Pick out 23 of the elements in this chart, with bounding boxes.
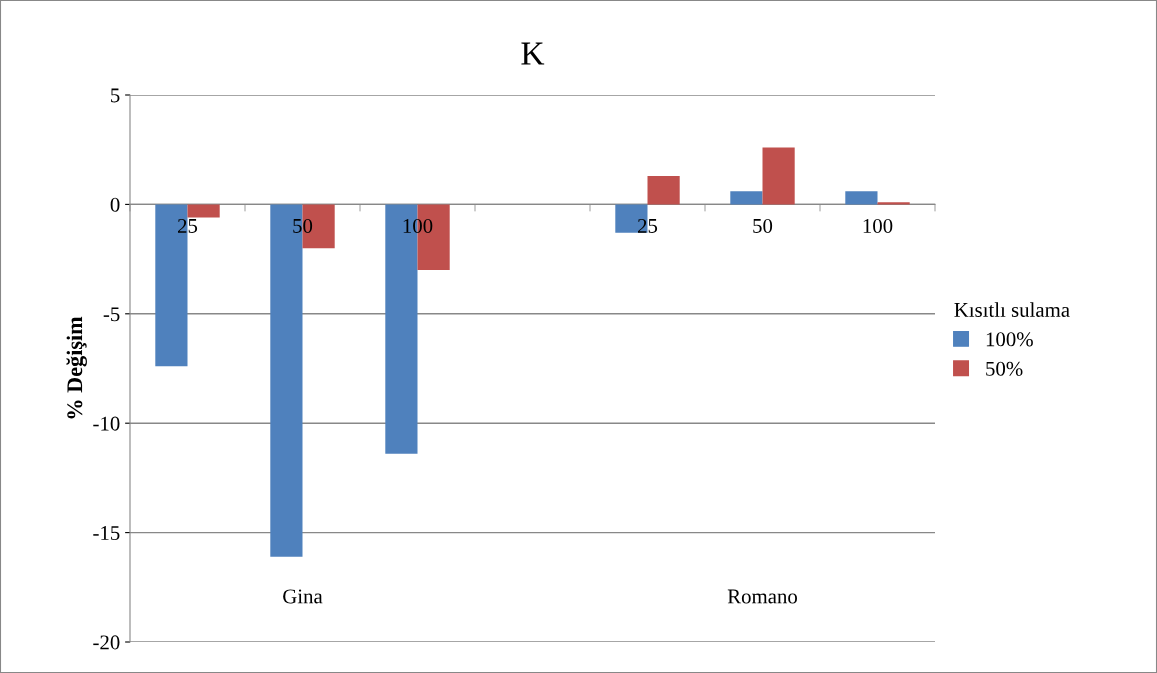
annotation: Romano (727, 589, 797, 604)
annotation: Gina (283, 589, 323, 604)
x-tick-label: 50 (753, 218, 773, 233)
bar (762, 147, 795, 205)
x-tick-label: 25 (638, 218, 658, 233)
bar (647, 175, 680, 205)
y-axis-title: % Değişim (66, 316, 87, 419)
legend-label: 100% (986, 332, 1033, 347)
legend-title: Kısıtlı sulama (954, 302, 1070, 317)
x-tick-label: 25 (178, 218, 198, 233)
legend-label: 50% (986, 361, 1023, 376)
y-tick-label: -10 (93, 416, 120, 431)
bar (845, 191, 878, 205)
bar (187, 204, 220, 218)
y-tick-label: 5 (111, 88, 120, 103)
y-tick-label: -5 (103, 307, 120, 322)
bar (877, 202, 910, 205)
chart-title: K (521, 42, 545, 65)
y-tick-label: -20 (93, 635, 120, 650)
y-tick-label: -15 (93, 526, 120, 541)
bar (730, 191, 763, 205)
x-tick-label: 100 (863, 218, 893, 233)
y-tick-label: 0 (110, 197, 120, 212)
